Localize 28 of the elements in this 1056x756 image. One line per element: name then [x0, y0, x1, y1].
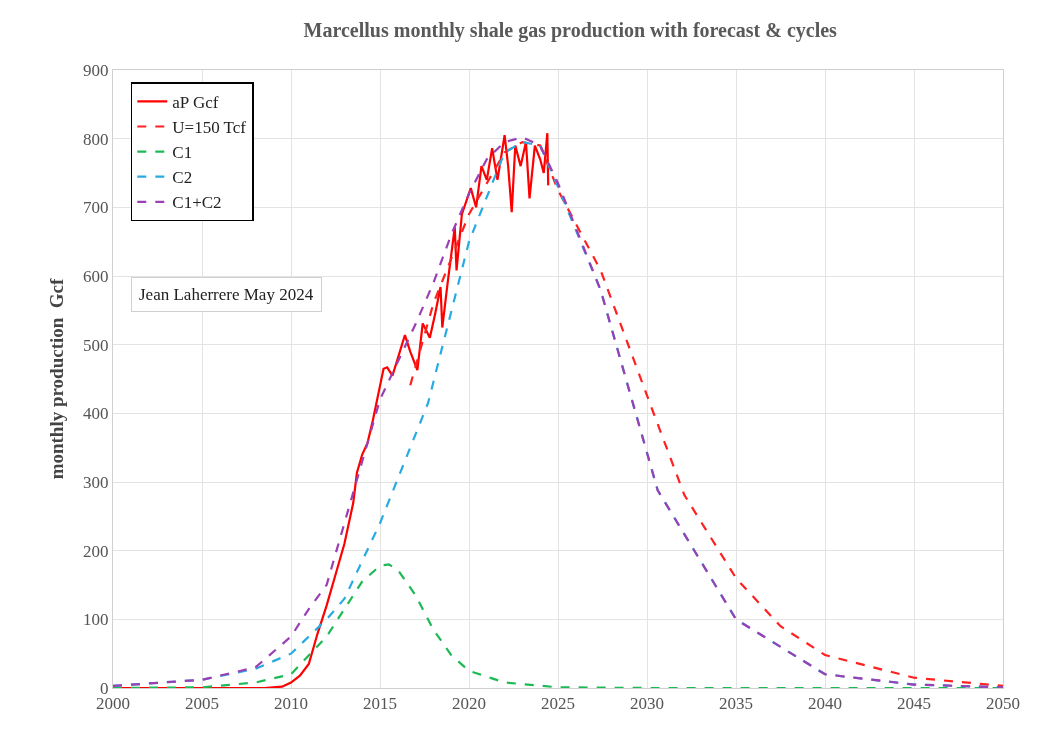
x-tick-label: 2025 — [541, 694, 575, 714]
legend-label: aP Gcf — [172, 93, 219, 113]
line-series — [409, 141, 1003, 688]
y-tick-label: 300 — [83, 472, 109, 492]
legend-label: C1 — [172, 143, 193, 163]
chart-title: Marcellus monthly shale gas production with forecast & cycles — [303, 18, 838, 42]
annotation: Jean Laherrere May 2024 — [139, 285, 314, 304]
x-tick-label: 2010 — [274, 694, 308, 714]
x-tick-label: 2040 — [808, 694, 842, 714]
y-tick-label: 500 — [83, 335, 109, 355]
legend-label: U=150 Tcf — [172, 118, 247, 138]
x-tick-label: 2030 — [630, 694, 664, 714]
x-tick-label: 2005 — [185, 694, 219, 714]
y-tick-label: 800 — [83, 129, 109, 149]
legend-label: C1+C2 — [172, 193, 222, 213]
x-tick-label: 2045 — [897, 694, 931, 714]
y-tick-label: 200 — [83, 541, 109, 561]
x-tick-label: 2050 — [986, 694, 1020, 714]
y-tick-label: 600 — [83, 266, 109, 286]
x-tick-label: 2015 — [363, 694, 397, 714]
y-tick-label: 400 — [83, 404, 109, 424]
y-tick-label: 900 — [83, 60, 109, 80]
x-tick-label: 2020 — [452, 694, 486, 714]
x-tick-label: 2035 — [719, 694, 753, 714]
y-axis-title: monthly production Gcf — [45, 277, 67, 480]
y-tick-label: 700 — [83, 198, 109, 218]
legend-label: C2 — [172, 168, 193, 188]
y-tick-label: 100 — [83, 610, 109, 630]
